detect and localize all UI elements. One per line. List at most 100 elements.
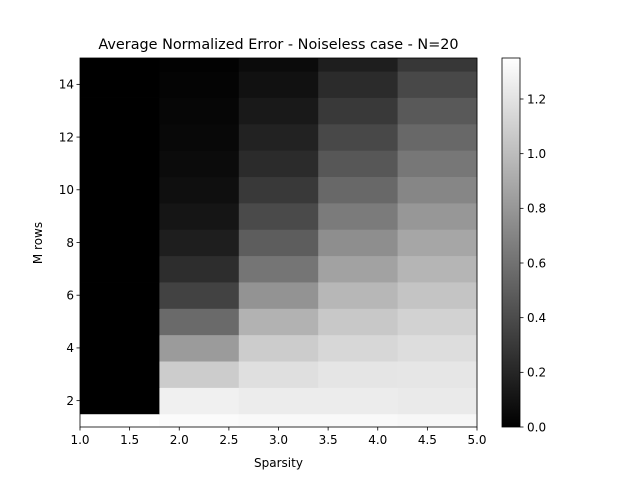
y-tick-label: 6 [66,289,74,303]
heatmap-cell [318,282,398,309]
heatmap-cell [318,229,398,257]
heatmap-cell [318,308,398,336]
heatmap-cell [159,361,240,388]
heatmap-cell [318,334,398,362]
heatmap-cell [238,97,319,125]
heatmap-cell [80,202,160,230]
heatmap-cell [80,123,160,151]
colorbar-tick-label: 1.2 [527,92,546,106]
heatmap-cell [397,282,478,309]
heatmap-cell [318,387,398,415]
colorbar-tick-label: 0.2 [527,366,546,380]
heatmap-cell [80,150,160,178]
y-tick-label: 12 [59,130,74,144]
heatmap-cell [318,361,398,388]
heatmap-cell [238,229,319,257]
heatmap-cell [238,334,319,362]
heatmap-cell [80,255,160,283]
y-tick-label: 4 [66,341,74,355]
colorbar-tick-label: 0.4 [527,311,546,325]
heatmap-cell [397,123,478,151]
heatmap-cells [80,58,478,428]
heatmap-cell [318,150,398,178]
heatmap-cell [159,413,240,428]
x-tick-label: 4.0 [368,433,387,447]
heatmap-cell [397,255,478,283]
heatmap-cell [159,58,240,72]
heatmap-cell [238,308,319,336]
x-tick-label: 1.5 [120,433,139,447]
heatmap-cell [238,255,319,283]
colorbar-tick-label: 0.6 [527,256,546,270]
heatmap-cell [80,387,160,415]
heatmap-cell [159,71,240,98]
heatmap-cell [159,282,240,309]
heatmap-cell [238,282,319,309]
heatmap-cell [318,413,398,428]
heatmap-cell [318,176,398,204]
heatmap-cell [159,334,240,362]
heatmap-cell [397,150,478,178]
x-tick-label: 3.0 [269,433,288,447]
heatmap-cell [80,334,160,362]
heatmap-cell [397,361,478,388]
heatmap-cell [80,58,160,72]
heatmap-cell [318,202,398,230]
heatmap-cell [159,229,240,257]
x-tick-label: 2.0 [170,433,189,447]
heatmap-cell [238,202,319,230]
heatmap-cell [318,58,398,72]
heatmap-cell [318,123,398,151]
heatmap-cell [397,176,478,204]
heatmap-cell [80,308,160,336]
heatmap-cell [397,308,478,336]
colorbar-tick-label: 1.0 [527,147,546,161]
colorbar-gradient [502,58,520,427]
x-tick-label: 2.5 [219,433,238,447]
heatmap-cell [80,361,160,388]
heatmap-cell [159,123,240,151]
heatmap-cell [397,387,478,415]
colorbar: 0.0 0.2 0.4 0.6 0.8 1.0 1.2 [501,57,546,434]
heatmap-cell [397,229,478,257]
y-tick-label: 2 [66,394,74,408]
heatmap-cell [80,176,160,204]
x-tick-label: 1.0 [70,433,89,447]
y-tick-label: 14 [59,78,74,92]
heatmap-cell [238,413,319,428]
heatmap-cell [238,176,319,204]
heatmap-cell [238,123,319,151]
heatmap-cell [318,255,398,283]
x-tick-label: 5.0 [467,433,486,447]
heatmap-cell [238,71,319,98]
x-tick-label: 3.5 [319,433,338,447]
x-axis-label: Sparsity [254,456,303,470]
colorbar-tick-label: 0.0 [527,420,546,434]
heatmap-cell [238,361,319,388]
y-tick-label: 8 [66,236,74,250]
axes: 1.0 1.5 2.0 2.5 3.0 3.5 4.0 4.5 5.0 2 4 6 8 10 12 14 [59,57,487,447]
y-tick-label: 10 [59,183,74,197]
heatmap-cell [318,97,398,125]
heatmap-cell [159,308,240,336]
heatmap-cell [159,387,240,415]
y-axis-label: M rows [31,222,45,264]
heatmap-cell [238,150,319,178]
colorbar-tick-label: 0.8 [527,202,546,216]
chart-title: Average Normalized Error - Noiseless cas… [98,37,458,53]
heatmap-cell [80,413,160,428]
heatmap-cell [80,282,160,309]
heatmap-cell [397,334,478,362]
heatmap-cell [159,150,240,178]
heatmap-cell [318,71,398,98]
heatmap-cell [397,413,478,428]
colorbar-frame [501,57,521,428]
x-tick-label: 4.5 [418,433,437,447]
heatmap-cell [397,97,478,125]
heatmap-cell [397,58,478,72]
heatmap-cell [238,58,319,72]
heatmap-cell [238,387,319,415]
heatmap-cell [397,71,478,98]
heatmap-cell [80,229,160,257]
